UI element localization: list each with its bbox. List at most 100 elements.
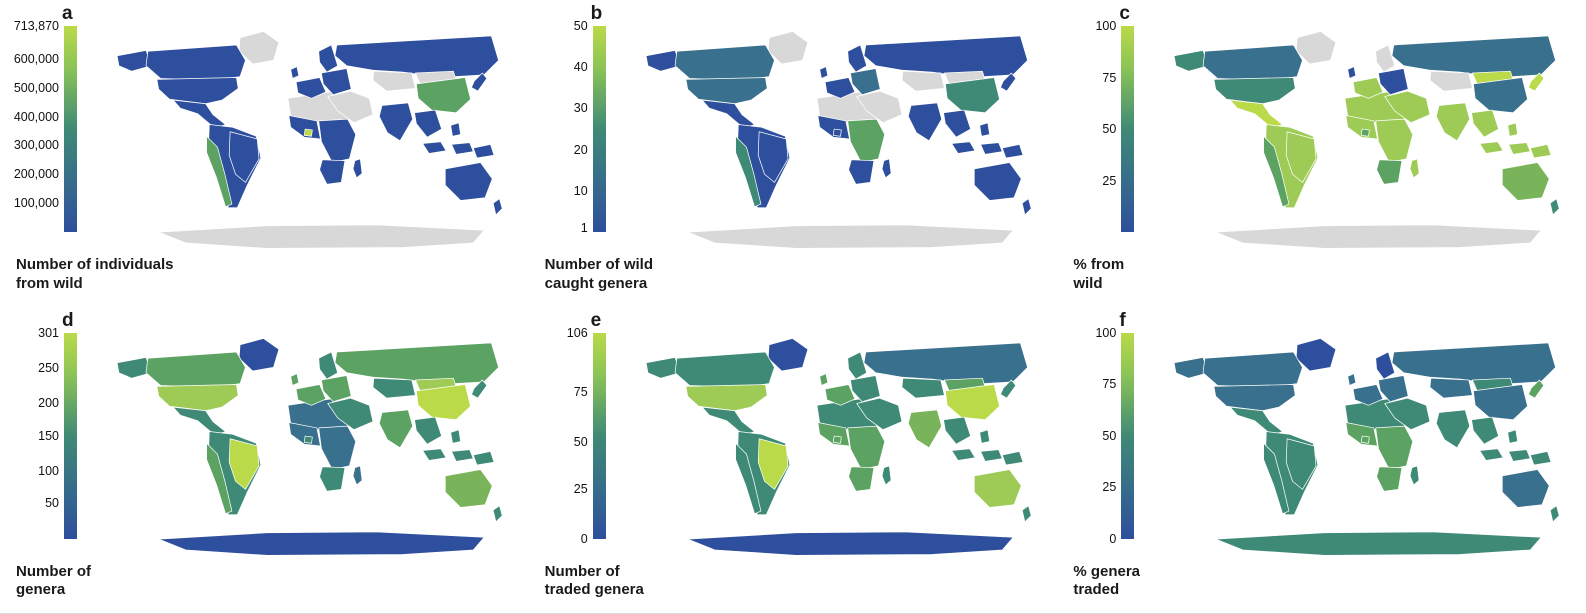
map-region-canada	[145, 351, 246, 388]
panel-f-colorbar-legend: 100 75 50 25 0	[1063, 326, 1141, 559]
map-region-africa_west	[288, 421, 321, 446]
map-region-russia	[1391, 342, 1557, 385]
legend-tick-label: 100	[38, 463, 59, 478]
colorbar-gradient	[1121, 332, 1135, 539]
world-map	[613, 333, 1052, 559]
legend-tick-label: 50	[573, 19, 588, 33]
map-region-indonesia	[422, 122, 495, 159]
legend-tick-label: 100	[1095, 325, 1117, 340]
map-region-brazil	[757, 131, 789, 183]
world-map-svg	[1174, 31, 1560, 249]
panel-b-caption: Number of wild caught genera	[544, 256, 653, 292]
map-region-ghana	[832, 435, 842, 444]
map-region-ghana	[1361, 435, 1371, 444]
legend-tick-labels: 100 75 50 25 0	[1063, 326, 1121, 546]
map-region-africa_south	[1376, 465, 1403, 492]
map-region-alaska	[1174, 50, 1210, 72]
world-map	[1141, 26, 1580, 252]
map-region-new_zealand	[492, 504, 503, 522]
map-region-mexico	[172, 406, 226, 436]
colorbar-gradient	[1121, 26, 1135, 232]
legend-tick-label: 30	[573, 101, 588, 116]
legend-tick-label: 106	[566, 325, 588, 340]
panel-f-label: f	[1119, 309, 1126, 331]
map-region-brazil	[228, 131, 260, 183]
map-region-indonesia	[422, 428, 495, 465]
map-region-new_zealand	[1550, 504, 1560, 522]
map-region-central_asia	[372, 377, 416, 398]
map-region-mexico	[701, 406, 755, 436]
map-region-antarctica	[158, 531, 485, 556]
map-region-antarctica	[1215, 224, 1542, 249]
legend-tick-label: 40	[573, 60, 588, 75]
map-region-chile_strip	[206, 442, 233, 514]
map-region-china	[1473, 77, 1529, 114]
map-region-middle_east	[327, 397, 374, 430]
map-region-russia	[334, 342, 499, 385]
panel-a-caption: Number of individuals from wild	[16, 256, 174, 292]
map-region-chile_strip	[1263, 135, 1290, 208]
map-region-canada	[145, 44, 246, 81]
map-region-russia	[863, 342, 1028, 385]
map-region-mexico	[1230, 406, 1284, 436]
map-region-russia	[334, 35, 499, 78]
legend-tick-label: 50	[45, 496, 59, 511]
map-region-middle_east	[856, 90, 902, 124]
panel-a: a 713,870 600,000 500,000 400,000 300,000 200…	[0, 0, 529, 307]
panel-e-caption: Number of traded genera	[544, 562, 644, 599]
legend-tick-label: 200,000	[13, 167, 59, 182]
map-region-europe_west	[824, 77, 855, 99]
map-region-africa_south	[847, 465, 874, 492]
map-region-africa_west	[1345, 115, 1379, 140]
map-region-india	[907, 102, 942, 142]
map-region-middle_east	[856, 397, 902, 430]
map-region-africa_west	[288, 115, 321, 140]
map-region-uk	[1347, 66, 1357, 79]
map-region-alaska	[645, 50, 681, 72]
legend-tick-label: 25	[573, 482, 588, 497]
map-region-central_asia	[372, 70, 416, 92]
legend-tick-label: 200	[38, 395, 59, 410]
map-region-central_asia	[901, 70, 945, 92]
map-region-madagascar	[352, 465, 363, 485]
map-region-chile_strip	[1263, 442, 1290, 514]
map-region-new_zealand	[1550, 198, 1560, 216]
world-map	[84, 333, 523, 559]
map-region-india	[378, 102, 414, 142]
map-region-ghana	[303, 435, 313, 444]
map-region-se_asia	[1471, 109, 1500, 138]
map-region-indonesia	[950, 428, 1024, 465]
map-region-alaska	[116, 50, 152, 72]
map-region-middle_east	[1384, 90, 1431, 124]
map-region-india	[907, 408, 942, 448]
legend-tick-label: 300,000	[13, 138, 59, 153]
legend-tick-label: 500,000	[13, 80, 59, 95]
legend-tick-label: 50	[573, 434, 588, 449]
map-region-europe_east	[849, 374, 881, 402]
legend-tick-label: 301	[38, 325, 59, 340]
panel-d: d 301 250 200 150 100 50 Number of genera	[0, 307, 529, 614]
legend-tick-label: 20	[573, 142, 588, 157]
panel-d-colorbar-legend: 301 250 200 150 100 50	[6, 326, 84, 559]
legend-tick-label: 1	[580, 220, 588, 235]
map-region-japan	[1528, 379, 1545, 398]
map-region-africa_east	[846, 425, 885, 470]
map-region-australia	[1502, 162, 1550, 201]
map-region-africa_east	[846, 118, 885, 163]
map-region-mexico	[172, 99, 226, 129]
map-region-chile_strip	[734, 135, 761, 208]
map-region-europe_west	[295, 383, 327, 406]
world-map-svg	[116, 31, 503, 249]
map-region-madagascar	[881, 465, 892, 485]
map-region-middle_east	[327, 90, 374, 124]
map-region-usa	[1213, 77, 1296, 105]
panel-a-colorbar-legend: 713,870 600,000 500,000 400,000 300,000 200,0…	[6, 19, 84, 252]
panel-b-colorbar-legend: 50 40 30 20 10 1	[535, 19, 613, 252]
map-region-uk	[290, 66, 300, 79]
legend-tick-labels: 50 40 30 20 10 1	[535, 19, 593, 235]
legend-tick-label: 0	[580, 531, 588, 546]
map-region-africa_south	[847, 159, 874, 185]
map-region-uk	[818, 372, 828, 386]
legend-tick-label: 100,000	[13, 196, 59, 211]
map-region-australia	[973, 468, 1022, 508]
